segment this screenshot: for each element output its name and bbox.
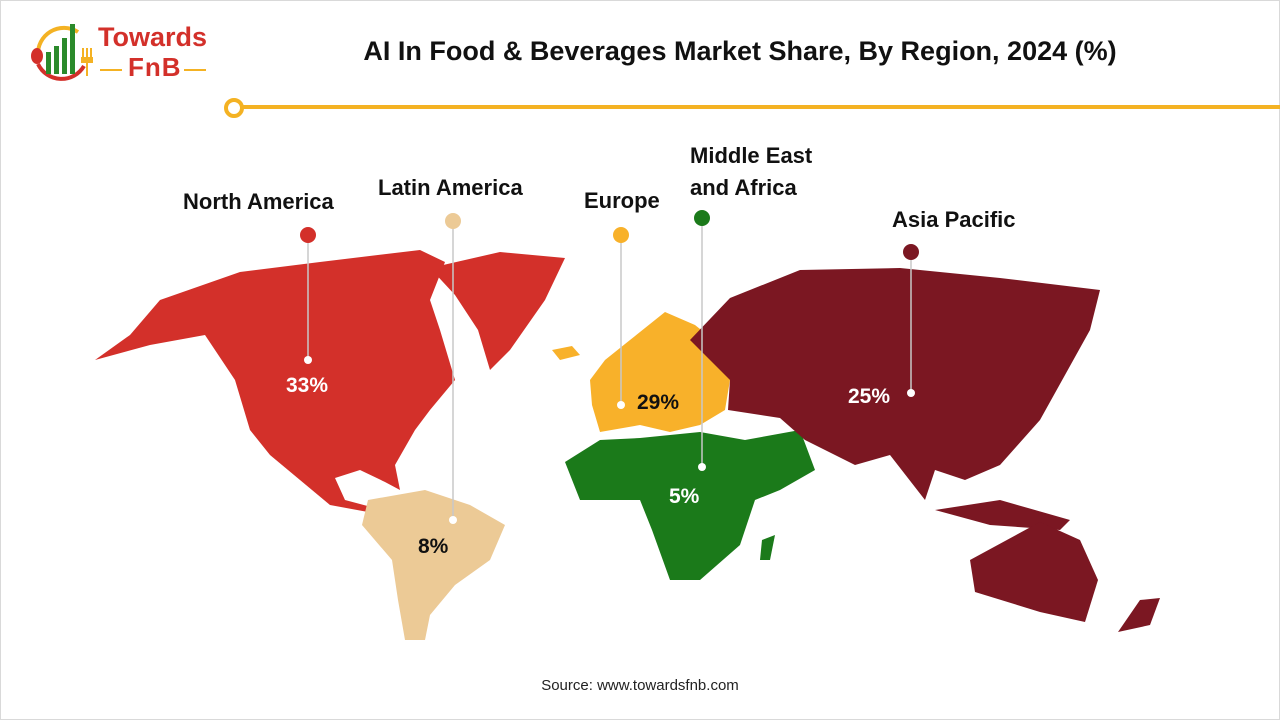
map-shape-new-zealand xyxy=(1118,598,1160,632)
map-shape-madagascar xyxy=(760,535,775,560)
map-shape-asia xyxy=(690,268,1100,500)
map-shape-australia xyxy=(970,522,1098,622)
anchor-dot xyxy=(617,401,625,409)
map-shape-southeast-asia-islands xyxy=(935,500,1070,530)
chart-title: AI In Food & Beverages Market Share, By … xyxy=(363,36,1117,66)
map-shape-north-america xyxy=(95,250,455,512)
anchor-dot xyxy=(304,356,312,364)
logo-divider-right xyxy=(184,69,206,71)
value-asia-pacific: 25% xyxy=(848,385,891,408)
source-note: Source: www.towardsfnb.com xyxy=(541,677,739,694)
value-latin-america: 8% xyxy=(418,535,449,558)
anchor-dot xyxy=(449,516,457,524)
logo-text-line2: FnB xyxy=(128,52,182,82)
region-label-europe: Europe xyxy=(584,188,660,213)
title-rule-ring xyxy=(224,98,244,118)
marker-dot xyxy=(694,210,710,226)
map-shape-iceland xyxy=(552,346,580,360)
value-europe: 29% xyxy=(637,391,680,414)
marker-dot xyxy=(613,227,629,243)
value-mea: 5% xyxy=(669,485,700,508)
region-label-latin-america: Latin America xyxy=(378,175,523,200)
logo-text-line1: Towards xyxy=(98,22,208,52)
marker-dot xyxy=(903,244,919,260)
marker-dot xyxy=(300,227,316,243)
map-shape-south-america xyxy=(362,490,505,640)
region-label-asia-pacific: Asia Pacific xyxy=(892,207,1016,232)
map-shape-greenland xyxy=(430,252,565,370)
marker-dot xyxy=(445,213,461,229)
value-north-america: 33% xyxy=(286,374,329,397)
anchor-dot xyxy=(698,463,706,471)
anchor-dot xyxy=(907,389,915,397)
region-label-north-america: North America xyxy=(183,189,334,214)
region-label-mea-line1: Middle East xyxy=(690,143,813,168)
logo: Towards FnB xyxy=(28,18,218,88)
region-label-mea: Middle East and Africa xyxy=(690,140,812,204)
logo-divider-left xyxy=(100,69,122,71)
map-shape-africa xyxy=(565,430,815,580)
title-rule xyxy=(243,105,1280,109)
logo-icon xyxy=(31,24,93,81)
region-label-mea-line2: and Africa xyxy=(690,175,797,200)
